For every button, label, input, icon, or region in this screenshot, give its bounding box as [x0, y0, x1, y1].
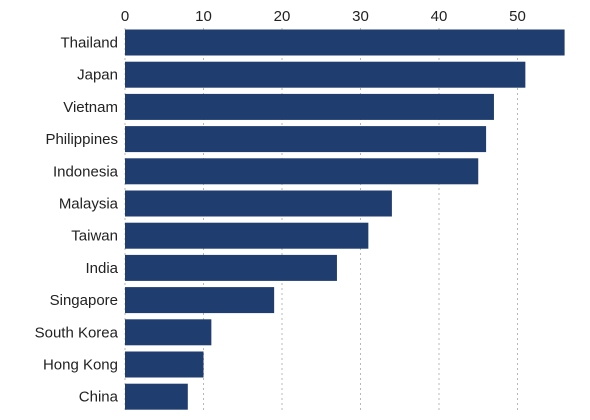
x-tick-label-40: 40 [431, 8, 448, 25]
x-tick-label-50: 50 [509, 8, 526, 25]
bar-indonesia [125, 158, 479, 185]
bars [125, 29, 565, 410]
bar-china [125, 383, 188, 410]
x-tick-label-10: 10 [195, 8, 212, 25]
category-label-vietnam: Vietnam [63, 99, 118, 116]
category-label-hong-kong: Hong Kong [43, 357, 118, 374]
bar-japan [125, 61, 526, 88]
x-tick-label-0: 0 [121, 8, 129, 25]
bar-taiwan [125, 222, 369, 249]
category-label-singapore: Singapore [50, 292, 118, 309]
bar-singapore [125, 287, 275, 314]
bar-india [125, 254, 337, 281]
x-axis-ticks: 0 10 20 30 40 50 [121, 8, 526, 25]
category-label-south-korea: South Korea [35, 324, 119, 341]
bar-hong-kong [125, 351, 204, 378]
bar-south-korea [125, 319, 212, 346]
category-label-india: India [85, 260, 118, 277]
grid-lines [124, 28, 518, 412]
category-label-philippines: Philippines [45, 131, 118, 148]
bar-malaysia [125, 190, 392, 217]
bar-vietnam [125, 93, 494, 120]
bar-philippines [125, 126, 487, 153]
x-tick-label-20: 20 [274, 8, 291, 25]
category-label-china: China [79, 389, 119, 406]
category-label-indonesia: Indonesia [53, 163, 119, 180]
category-label-japan: Japan [77, 67, 118, 84]
category-label-thailand: Thailand [60, 35, 118, 52]
category-labels: Thailand Japan Vietnam Philippines Indonesia… [35, 35, 119, 406]
category-label-malaysia: Malaysia [59, 196, 119, 213]
bar-thailand [125, 29, 565, 56]
category-label-taiwan: Taiwan [71, 228, 118, 245]
x-tick-label-30: 30 [352, 8, 369, 25]
